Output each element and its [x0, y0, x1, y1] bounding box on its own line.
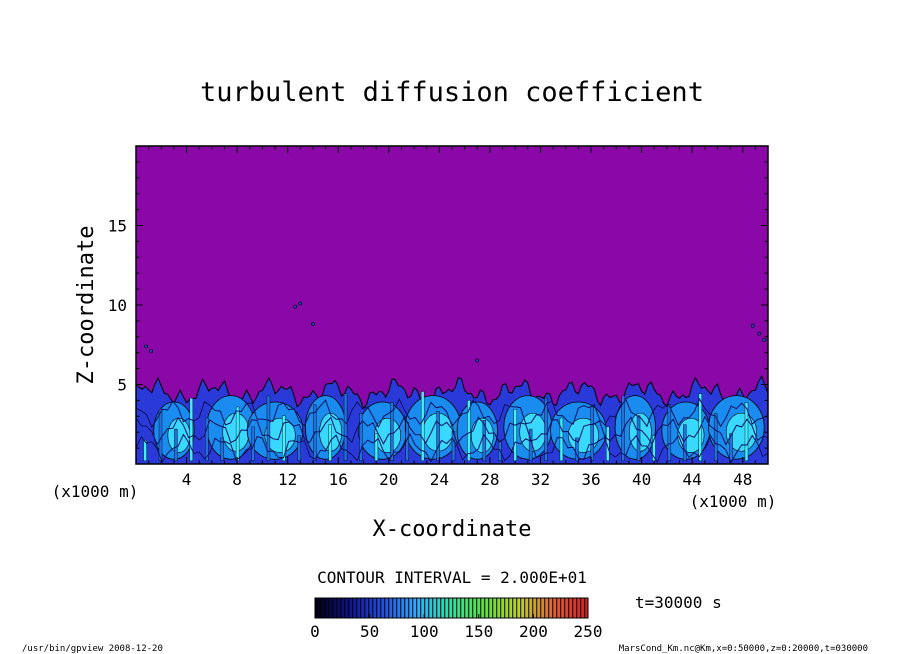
contour-interval-label: CONTOUR INTERVAL = 2.000E+01 [317, 568, 587, 587]
x-tick-label: 8 [232, 470, 242, 489]
speckle [475, 358, 480, 363]
plume [390, 402, 394, 462]
x-axis-title: X-coordinate [373, 517, 532, 542]
x-unit-right: (x1000 m) [690, 492, 777, 511]
colorbar-tick-label: 200 [519, 622, 548, 641]
speckle [149, 349, 154, 354]
x-tick-label: 36 [581, 470, 600, 489]
y-tick-label: 5 [117, 376, 127, 395]
plume [575, 437, 579, 462]
footer-left: /usr/bin/gpview 2008-12-20 [22, 644, 163, 654]
footer-right: MarsCond_Km.nc@Km,x=0:50000,z=0:20000,t=… [619, 644, 868, 654]
plume [544, 397, 548, 462]
time-label: t=30000 s [635, 593, 722, 612]
x-tick-label: 4 [182, 470, 192, 489]
plume [713, 413, 718, 462]
convective-cell-core [470, 417, 494, 453]
colorbar-tick-label: 100 [410, 622, 439, 641]
convective-cell-core [167, 417, 191, 453]
colorbar-tick-label: 150 [464, 622, 493, 641]
colorbar-ticks: 0 50 100 150 200 250 [310, 614, 602, 641]
plume [174, 428, 178, 462]
x-tick-label: 32 [531, 470, 550, 489]
speckle [762, 338, 767, 342]
plume [683, 424, 687, 462]
plume [343, 393, 348, 462]
plume [528, 428, 533, 462]
chart-title: turbulent diffusion coefficient [200, 77, 704, 108]
y-axis: 5 10 15 [108, 145, 768, 465]
contour-line [136, 432, 768, 464]
heatmap-field [136, 146, 768, 464]
plume [374, 433, 379, 462]
x-tick-label: 28 [480, 470, 499, 489]
y-tick-label: 10 [108, 296, 127, 315]
plume [420, 391, 425, 462]
plume [606, 426, 610, 462]
x-tick-label: 44 [683, 470, 702, 489]
x-unit-left: (x1000 m) [52, 482, 139, 501]
plume [359, 413, 363, 462]
plume [482, 420, 487, 462]
plume [451, 431, 456, 462]
speckle [144, 344, 149, 349]
turbulent-boundary-layer [136, 374, 768, 464]
x-tick-label: 40 [632, 470, 651, 489]
plume [559, 417, 564, 462]
plume [636, 415, 641, 462]
plume [189, 397, 194, 462]
speckle [311, 322, 315, 326]
plume [297, 435, 301, 462]
plume [744, 402, 749, 462]
x-tick-label: 12 [278, 470, 297, 489]
plume [205, 417, 209, 462]
plume [729, 433, 733, 462]
y-tick-label: 15 [108, 217, 127, 236]
speckle [293, 304, 298, 309]
x-tick-label: 20 [379, 470, 398, 489]
colorbar-tick-label: 0 [310, 622, 320, 641]
plume [590, 406, 594, 462]
plume [220, 437, 224, 462]
colorbar: 0 50 100 150 200 250 [310, 597, 602, 641]
contour-line [136, 397, 768, 429]
colorbar-tick-label: 50 [360, 622, 379, 641]
speckle [750, 323, 755, 328]
convective-cell-core [628, 412, 652, 452]
plume [436, 411, 440, 462]
plume [282, 415, 286, 462]
plume [667, 404, 672, 462]
plume [467, 400, 471, 462]
colorbar-frame [314, 597, 589, 619]
upper-speckles [144, 301, 767, 363]
x-tick-label: 16 [329, 470, 348, 489]
plume [513, 408, 517, 462]
x-tick-label: 48 [733, 470, 752, 489]
x-tick-label: 24 [430, 470, 449, 489]
plume [266, 395, 271, 462]
y-axis-title: Z-coordinate [74, 226, 99, 385]
colorbar-stripes [315, 598, 588, 618]
colorbar-tick-label: 250 [574, 622, 603, 641]
plume [158, 408, 163, 462]
plume [143, 439, 147, 462]
x-axis: 4 8 12 16 20 24 28 32 36 40 44 48 [135, 146, 769, 489]
plume [621, 395, 625, 462]
speckle [298, 301, 303, 306]
speckle [757, 331, 762, 336]
contour-line [136, 415, 768, 446]
